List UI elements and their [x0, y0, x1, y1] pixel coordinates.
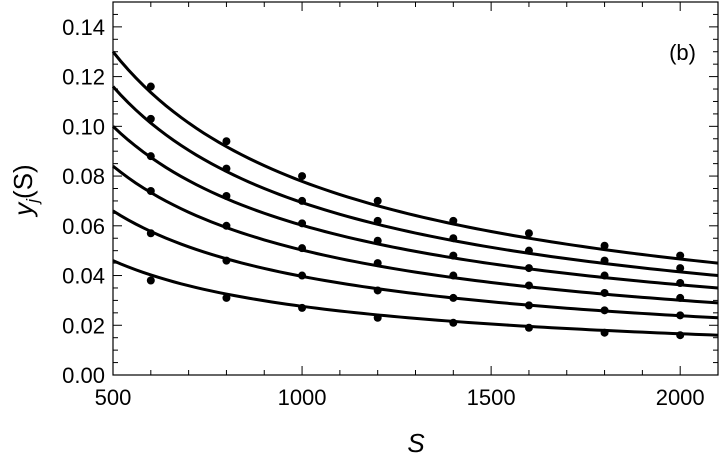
data-point-series-3	[222, 191, 231, 200]
y-tick-label: 0.12	[62, 65, 105, 90]
data-point-series-1	[373, 196, 382, 205]
fit-curve-3	[111, 125, 719, 290]
data-point-series-6	[676, 331, 685, 340]
x-tick-label: 2000	[656, 385, 705, 410]
data-point-series-1	[298, 172, 307, 181]
y-axis-ticks: 0.00 0.02 0.04 0.06 0.08 0.10 0.12 0.14	[62, 1, 718, 388]
data-point-series-1	[676, 251, 685, 260]
fit-curve-1	[111, 50, 719, 265]
y-tick-label: 0.04	[62, 264, 105, 289]
fit-curves	[111, 50, 719, 337]
data-point-series-2	[373, 216, 382, 225]
fit-curve-5	[112, 209, 719, 320]
data-point-series-6	[298, 303, 307, 312]
y-axis-title-main: y	[8, 201, 38, 218]
fit-curve-6	[112, 259, 719, 337]
x-axis-ticks: 500 1000 1500 2000	[95, 2, 719, 410]
data-point-series-5	[676, 311, 685, 320]
panel-label: (b)	[669, 40, 696, 65]
data-point-series-2	[524, 246, 533, 255]
data-point-series-6	[524, 323, 533, 332]
y-axis-title-subscript: j	[23, 198, 42, 205]
data-point-series-2	[298, 196, 307, 205]
svg-text:yj(S): yj(S)	[8, 164, 42, 217]
data-point-series-1	[222, 137, 231, 146]
data-point-series-1	[600, 241, 609, 250]
data-point-series-4	[600, 288, 609, 297]
data-point-series-5	[524, 301, 533, 310]
data-point-series-4	[146, 186, 155, 195]
data-point-series-3	[449, 251, 458, 260]
y-tick-label: 0.08	[62, 164, 105, 189]
y-tick-label: 0.06	[62, 214, 105, 239]
data-point-series-6	[449, 318, 458, 327]
data-point-series-3	[373, 236, 382, 245]
y-tick-label: 0.14	[62, 15, 105, 40]
data-point-series-3	[524, 264, 533, 273]
fit-curve-2	[111, 85, 719, 278]
data-point-series-1	[524, 229, 533, 238]
data-point-series-4	[373, 259, 382, 268]
x-tick-label: 1000	[278, 385, 327, 410]
data-point-series-6	[600, 328, 609, 337]
data-point-series-6	[373, 313, 382, 322]
data-point-series-3	[676, 278, 685, 287]
data-point-series-1	[146, 82, 155, 91]
data-point-series-1	[449, 216, 458, 225]
data-point-series-4	[222, 221, 231, 230]
data-point-series-2	[449, 234, 458, 243]
data-point-series-6	[222, 293, 231, 302]
data-point-series-5	[298, 271, 307, 280]
data-point-series-2	[676, 264, 685, 273]
data-point-series-5	[600, 306, 609, 315]
data-point-series-3	[146, 152, 155, 161]
data-point-series-4	[298, 244, 307, 253]
data-point-series-2	[222, 164, 231, 173]
y-tick-label: 0.00	[62, 363, 105, 388]
data-point-series-2	[146, 114, 155, 123]
y-axis-title-argument: (S)	[8, 164, 38, 199]
data-point-series-5	[373, 286, 382, 295]
data-point-series-5	[449, 293, 458, 302]
data-point-series-5	[146, 229, 155, 238]
data-point-series-5	[222, 256, 231, 265]
data-point-series-2	[600, 256, 609, 265]
data-point-series-6	[146, 276, 155, 285]
data-point-series-3	[600, 271, 609, 280]
y-tick-label: 0.02	[62, 313, 105, 338]
fit-curve-4	[112, 164, 719, 305]
x-tick-label: 500	[95, 385, 132, 410]
data-point-series-4	[676, 293, 685, 302]
x-tick-label: 1500	[467, 385, 516, 410]
data-point-series-4	[524, 281, 533, 290]
x-axis-title: S	[407, 428, 425, 458]
data-point-series-3	[298, 219, 307, 228]
data-points	[146, 82, 685, 340]
y-axis-title: yj(S)	[8, 164, 42, 217]
y-tick-label: 0.10	[62, 114, 105, 139]
data-point-series-4	[449, 271, 458, 280]
